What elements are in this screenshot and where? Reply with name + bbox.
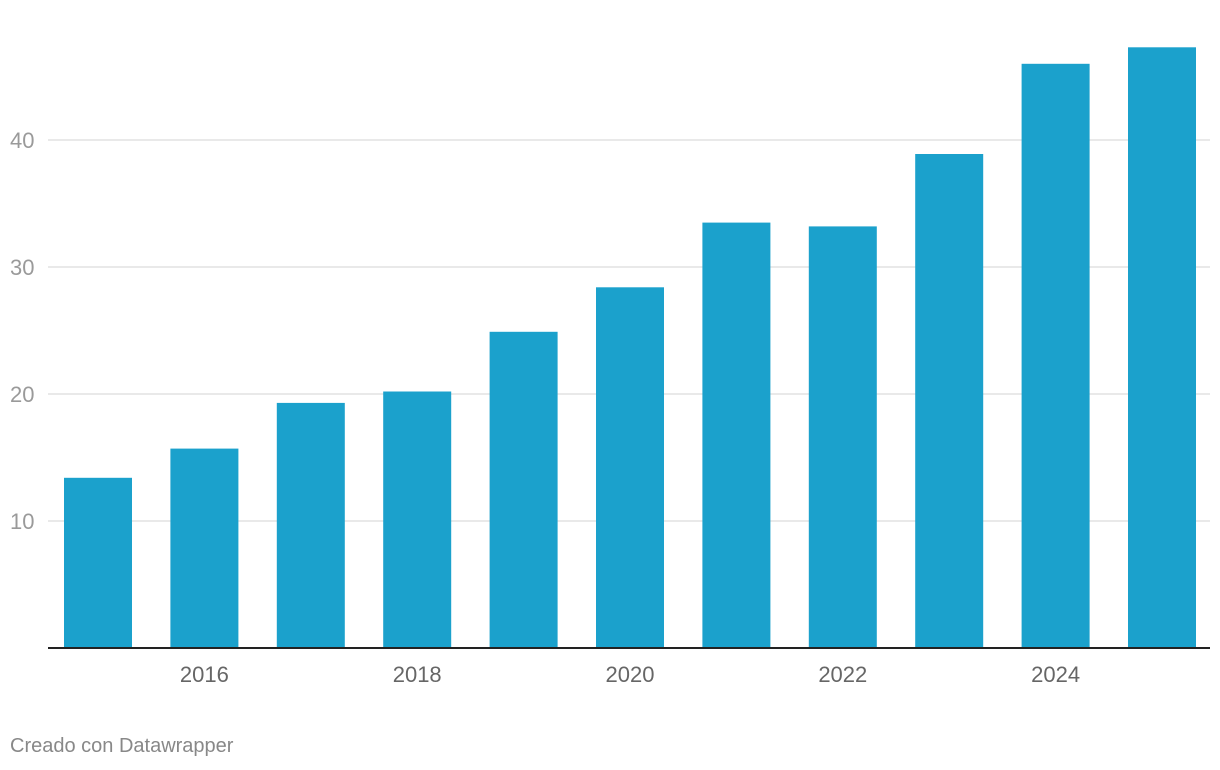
bars bbox=[64, 47, 1196, 649]
y-axis-ticks: 10 20 30 40 bbox=[10, 128, 34, 534]
footer-credit: Creado con Datawrapper bbox=[10, 735, 234, 757]
bar-2024 bbox=[1021, 63, 1090, 649]
bar-chart: 10 20 30 40 2016 2018 2020 2022 2024 bbox=[10, 47, 1210, 687]
y-tick-label: 40 bbox=[10, 128, 34, 153]
bar-2019 bbox=[489, 331, 558, 648]
bar-2022 bbox=[808, 226, 877, 648]
bar-2023 bbox=[915, 154, 984, 648]
bar-2021 bbox=[702, 222, 771, 648]
bar-2017 bbox=[276, 402, 345, 648]
x-tick-label: 2020 bbox=[606, 662, 655, 687]
bar-2015 bbox=[64, 477, 132, 648]
bar-2018 bbox=[383, 391, 452, 648]
x-tick-label: 2016 bbox=[180, 662, 229, 687]
bar-2020 bbox=[596, 287, 664, 648]
x-tick-label: 2024 bbox=[1031, 662, 1080, 687]
bar-2016 bbox=[170, 448, 239, 648]
y-tick-label: 30 bbox=[10, 255, 34, 280]
bar-2025 bbox=[1128, 47, 1196, 649]
x-tick-label: 2018 bbox=[393, 662, 442, 687]
y-tick-label: 20 bbox=[10, 382, 34, 407]
x-axis-ticks: 2016 2018 2020 2022 2024 bbox=[180, 662, 1080, 687]
y-tick-label: 10 bbox=[10, 509, 34, 534]
x-tick-label: 2022 bbox=[818, 662, 867, 687]
